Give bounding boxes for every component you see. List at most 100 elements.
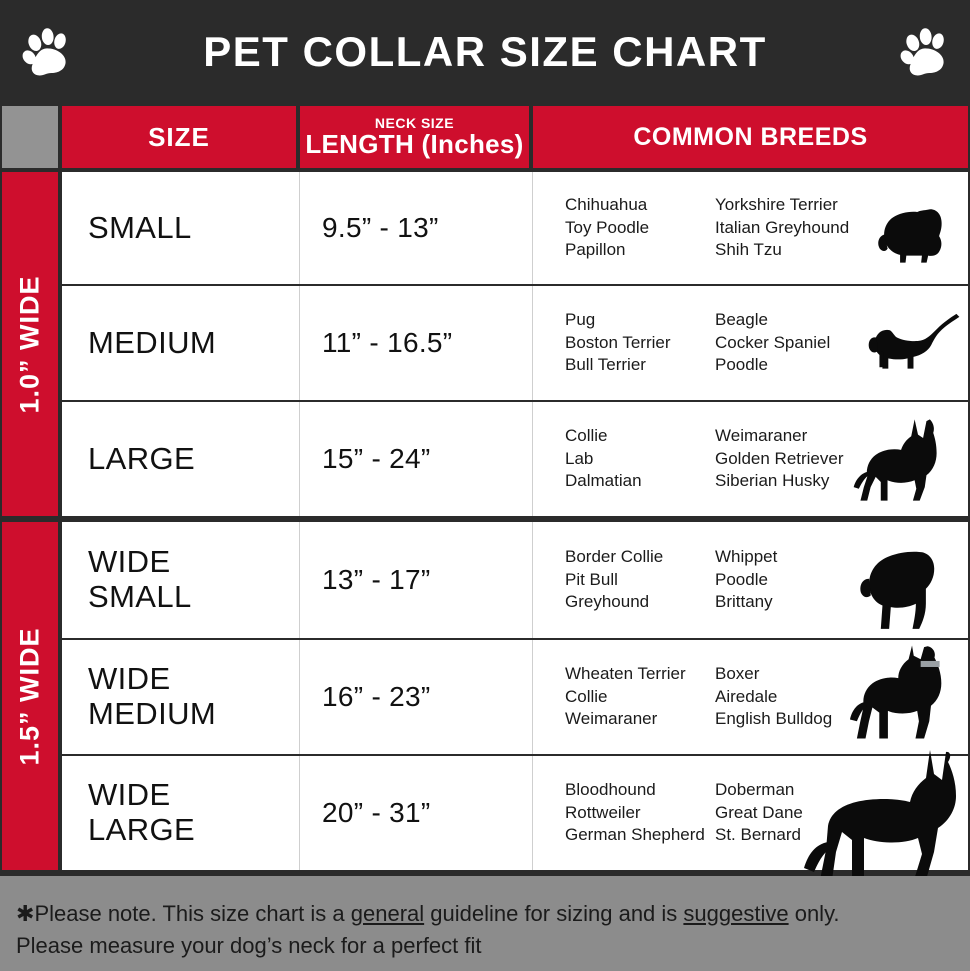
length-value: 9.5” - 13” — [322, 212, 439, 243]
cell-breeds: Chihuahua Toy Poodle Papillon Yorkshire … — [533, 172, 968, 284]
breed-item: Siberian Husky — [715, 471, 830, 491]
footer-underline-suggestive: suggestive — [683, 901, 789, 926]
cell-length: 15” - 24” — [300, 402, 533, 516]
breed-item: St. Bernard — [715, 825, 801, 845]
cell-size: MEDIUM — [62, 286, 300, 400]
table-corner-cell — [2, 106, 58, 168]
table-row: SMALL 9.5” - 13” Chihuahua Toy Poodle Pa… — [62, 172, 968, 284]
breed-item: German Shepherd — [565, 825, 705, 845]
size-label-line1: WIDE — [88, 661, 171, 697]
breed-column-2: Boxer Airedale English Bulldog — [715, 663, 890, 730]
size-label: WIDE LARGE — [88, 778, 195, 847]
breed-item: English Bulldog — [715, 709, 833, 729]
cell-size: WIDE MEDIUM — [62, 640, 300, 754]
breed-column-1: Wheaten Terrier Collie Weimaraner — [565, 663, 715, 730]
length-value: 11” - 16.5” — [322, 327, 453, 358]
breed-item: Poodle — [715, 569, 768, 589]
page-title: PET COLLAR SIZE CHART — [203, 28, 767, 75]
breed-item: Dalmatian — [565, 471, 642, 491]
cell-breeds: Bloodhound Rottweiler German Shepherd Do… — [533, 756, 968, 870]
table-row: LARGE 15” - 24” Collie Lab Dalmatian Wei… — [62, 402, 968, 516]
size-label: WIDE MEDIUM — [88, 662, 216, 731]
breed-item: Yorkshire Terrier — [715, 195, 838, 215]
pitbull-silhouette-icon — [850, 642, 962, 754]
column-header-size-label: SIZE — [148, 122, 210, 152]
length-value: 16” - 23” — [322, 681, 431, 712]
footer-text-b: guideline for sizing and is — [424, 901, 684, 926]
breed-item: Bull Terrier — [565, 355, 646, 375]
size-label-line1: WIDE — [88, 544, 171, 580]
size-label-line2: SMALL — [88, 579, 192, 614]
size-table: SIZE NECK SIZE LENGTH (Inches) COMMON BR… — [0, 104, 970, 876]
breed-column-2: Weimaraner Golden Retriever Siberian Hus… — [715, 425, 890, 492]
breed-item: Weimaraner — [565, 709, 658, 729]
cell-size: WIDE LARGE — [62, 756, 300, 870]
cell-length: 9.5” - 13” — [300, 172, 533, 284]
table-row: MEDIUM 11” - 16.5” Pug Boston Terrier Bu… — [62, 286, 968, 400]
breed-item: Pit Bull — [565, 569, 618, 589]
footer-note: ✱Please note. This size chart is a gener… — [0, 876, 970, 971]
breed-item: Golden Retriever — [715, 448, 844, 468]
cell-breeds: Wheaten Terrier Collie Weimaraner Boxer … — [533, 640, 968, 754]
breed-column-2: Whippet Poodle Brittany — [715, 546, 890, 613]
length-value: 13” - 17” — [322, 564, 431, 595]
breed-item: Poodle — [715, 355, 768, 375]
breed-item: Wheaten Terrier — [565, 664, 686, 684]
breed-column-1: Bloodhound Rottweiler German Shepherd — [565, 779, 715, 846]
cell-breeds: Border Collie Pit Bull Greyhound Whippet… — [533, 522, 968, 638]
breed-item: Beagle — [715, 310, 768, 330]
breed-item: Lab — [565, 448, 594, 468]
breed-item: Papillon — [565, 240, 626, 260]
breed-column-1: Border Collie Pit Bull Greyhound — [565, 546, 715, 613]
breed-item: Great Dane — [715, 802, 803, 822]
group-label-1point5-inch-wide: 1.5” WIDE — [2, 522, 58, 870]
size-label: SMALL — [88, 209, 192, 245]
cell-breeds: Pug Boston Terrier Bull Terrier Beagle C… — [533, 286, 968, 400]
breed-item: Airedale — [715, 686, 778, 706]
group-label-1point5-inch-wide-text: 1.5” WIDE — [14, 626, 45, 766]
pomeranian-silhouette-icon — [872, 194, 950, 272]
asterisk-icon: ✱ — [16, 901, 35, 926]
table-row: WIDE MEDIUM 16” - 23” Wheaten Terrier Co… — [62, 640, 968, 754]
group-label-1-inch-wide: 1.0” WIDE — [2, 172, 58, 516]
paw-print-icon-right — [896, 26, 952, 82]
breed-item: Cocker Spaniel — [715, 332, 831, 352]
table-row: WIDE LARGE 20” - 31” Bloodhound Rottweil… — [62, 756, 968, 870]
column-header-length-label: LENGTH (Inches) — [305, 128, 524, 159]
size-label: LARGE — [88, 440, 196, 476]
cell-breeds: Collie Lab Dalmatian Weimaraner Golden R… — [533, 402, 968, 516]
size-label-line2: MEDIUM — [88, 696, 217, 731]
cell-size: SMALL — [62, 172, 300, 284]
breed-item: Toy Poodle — [565, 217, 650, 237]
breed-item: Weimaraner — [715, 426, 808, 446]
column-header-length-sublabel: NECK SIZE — [374, 115, 455, 131]
length-value: 20” - 31” — [322, 797, 431, 828]
shepherd-silhouette-icon — [852, 408, 962, 512]
footer-text-c: only. — [788, 901, 840, 926]
size-label: WIDE SMALL — [88, 545, 192, 614]
breed-item: Collie — [565, 426, 608, 446]
column-header-breeds: COMMON BREEDS — [533, 106, 968, 168]
bulldog-silhouette-icon — [854, 542, 946, 638]
footer-underline-general: general — [350, 901, 425, 926]
cell-length: 16” - 23” — [300, 640, 533, 754]
cell-length: 13” - 17” — [300, 522, 533, 638]
paw-print-icon-left — [18, 26, 74, 82]
size-label: MEDIUM — [88, 324, 217, 360]
breed-column-1: Collie Lab Dalmatian — [565, 425, 715, 492]
breed-item: Boxer — [715, 664, 760, 684]
breed-item: Greyhound — [565, 592, 650, 612]
breed-item: Brittany — [715, 592, 773, 612]
cell-length: 20” - 31” — [300, 756, 533, 870]
breed-item: Chihuahua — [565, 195, 648, 215]
column-header-length: NECK SIZE LENGTH (Inches) — [300, 106, 529, 168]
size-label-line2: LARGE — [88, 812, 196, 847]
breed-item: Collie — [565, 686, 608, 706]
breed-item: Pug — [565, 310, 596, 330]
footer-text-a: Please note. This size chart is a — [34, 901, 351, 926]
breed-item: Whippet — [715, 547, 778, 567]
breed-column-1: Pug Boston Terrier Bull Terrier — [565, 309, 715, 376]
cell-length: 11” - 16.5” — [300, 286, 533, 400]
cell-size: LARGE — [62, 402, 300, 516]
